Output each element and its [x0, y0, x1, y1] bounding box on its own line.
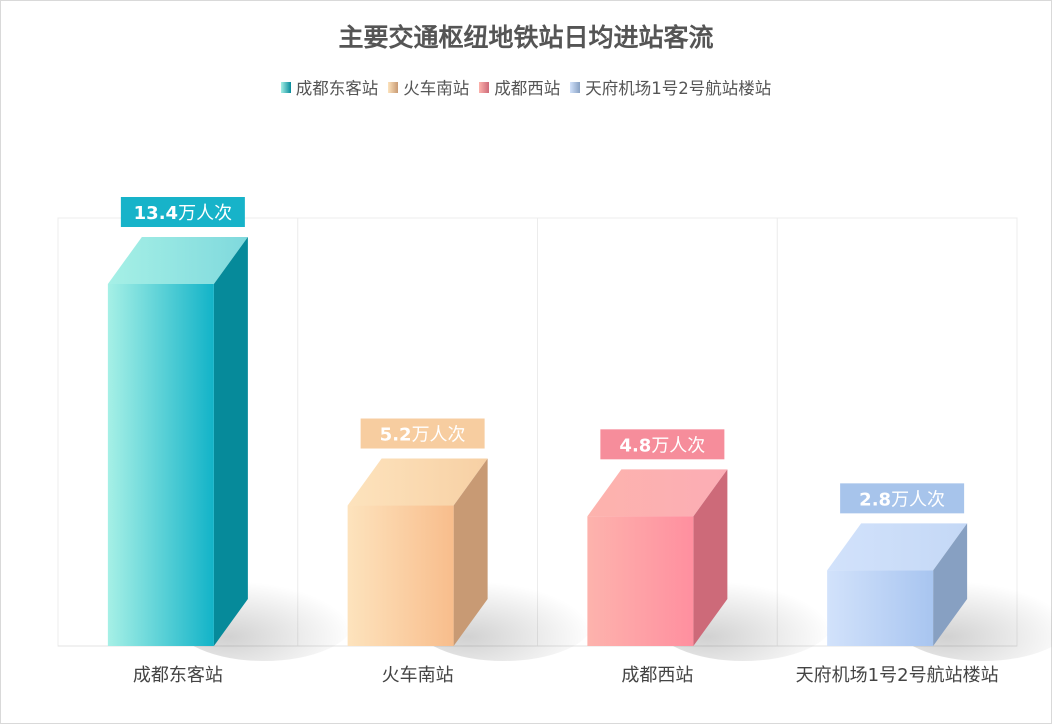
legend-item[interactable]: 成都西站 — [479, 75, 560, 99]
legend: 成都东客站 火车南站 成都西站 天府机场1号2号航站楼站 — [0, 75, 1052, 99]
x-tick-label: 成都东客站 — [133, 665, 223, 686]
legend-label: 成都西站 — [494, 79, 561, 98]
bar-side-face — [693, 469, 728, 646]
legend-label: 成都东客站 — [295, 79, 379, 98]
bars — [107, 237, 968, 646]
legend-swatch — [479, 81, 490, 93]
value-label-box — [120, 197, 245, 227]
bar-top-face — [107, 237, 248, 284]
value-label-unit: 万人次 — [178, 203, 232, 224]
bar-side-face — [453, 458, 488, 646]
bar-front-face — [347, 505, 454, 646]
value-label-unit: 万人次 — [891, 489, 945, 510]
bar-front-face — [107, 284, 214, 646]
bar[interactable] — [107, 237, 248, 646]
value-label-unit: 万人次 — [412, 425, 466, 446]
bar-top-face — [587, 469, 728, 517]
value-label: 13.4万人次 — [120, 197, 245, 227]
bar-side-face — [933, 523, 968, 646]
value-label-box — [840, 483, 965, 514]
bar[interactable] — [347, 458, 488, 646]
value-label-text: 5.2万人次 — [380, 425, 466, 446]
value-label: 4.8万人次 — [600, 429, 725, 460]
x-tick-label: 成都西站 — [621, 665, 693, 686]
legend-swatch — [280, 81, 291, 93]
legend-swatch — [570, 81, 581, 93]
value-label-text: 2.8万人次 — [859, 489, 945, 510]
x-tick-label: 火车南站 — [382, 665, 454, 686]
bar[interactable] — [827, 523, 968, 646]
value-label: 2.8万人次 — [840, 483, 965, 514]
bar-front-face — [587, 516, 694, 646]
legend-label: 火车南站 — [403, 79, 470, 98]
legend-item[interactable]: 成都东客站 — [280, 75, 379, 99]
bar-top-face — [827, 523, 968, 571]
value-label-number: 2.8 — [859, 489, 891, 510]
value-label-box — [360, 418, 485, 449]
chart-title: 主要交通枢纽地铁站日均进站客流 — [338, 23, 714, 52]
value-label-box — [600, 429, 725, 460]
legend-label: 天府机场1号2号航站楼站 — [585, 79, 772, 98]
x-tick-labels: 成都东客站 火车南站 成都西站 天府机场1号2号航站楼站 — [133, 665, 999, 686]
legend-item[interactable]: 火车南站 — [388, 75, 469, 99]
value-label-number: 5.2 — [380, 425, 412, 446]
value-label: 5.2万人次 — [360, 418, 485, 449]
value-label-unit: 万人次 — [651, 435, 705, 456]
value-label-number: 13.4 — [134, 203, 178, 224]
legend-swatch — [388, 81, 399, 93]
bar-side-face — [213, 237, 248, 646]
bar-top-face — [347, 458, 488, 506]
value-label-text: 4.8万人次 — [619, 435, 705, 456]
bar-front-face — [827, 570, 934, 646]
value-label-text: 13.4万人次 — [134, 203, 232, 224]
bar[interactable] — [587, 469, 728, 646]
x-tick-label: 天府机场1号2号航站楼站 — [796, 665, 999, 686]
value-label-number: 4.8 — [619, 435, 651, 456]
legend-item[interactable]: 天府机场1号2号航站楼站 — [570, 75, 771, 99]
